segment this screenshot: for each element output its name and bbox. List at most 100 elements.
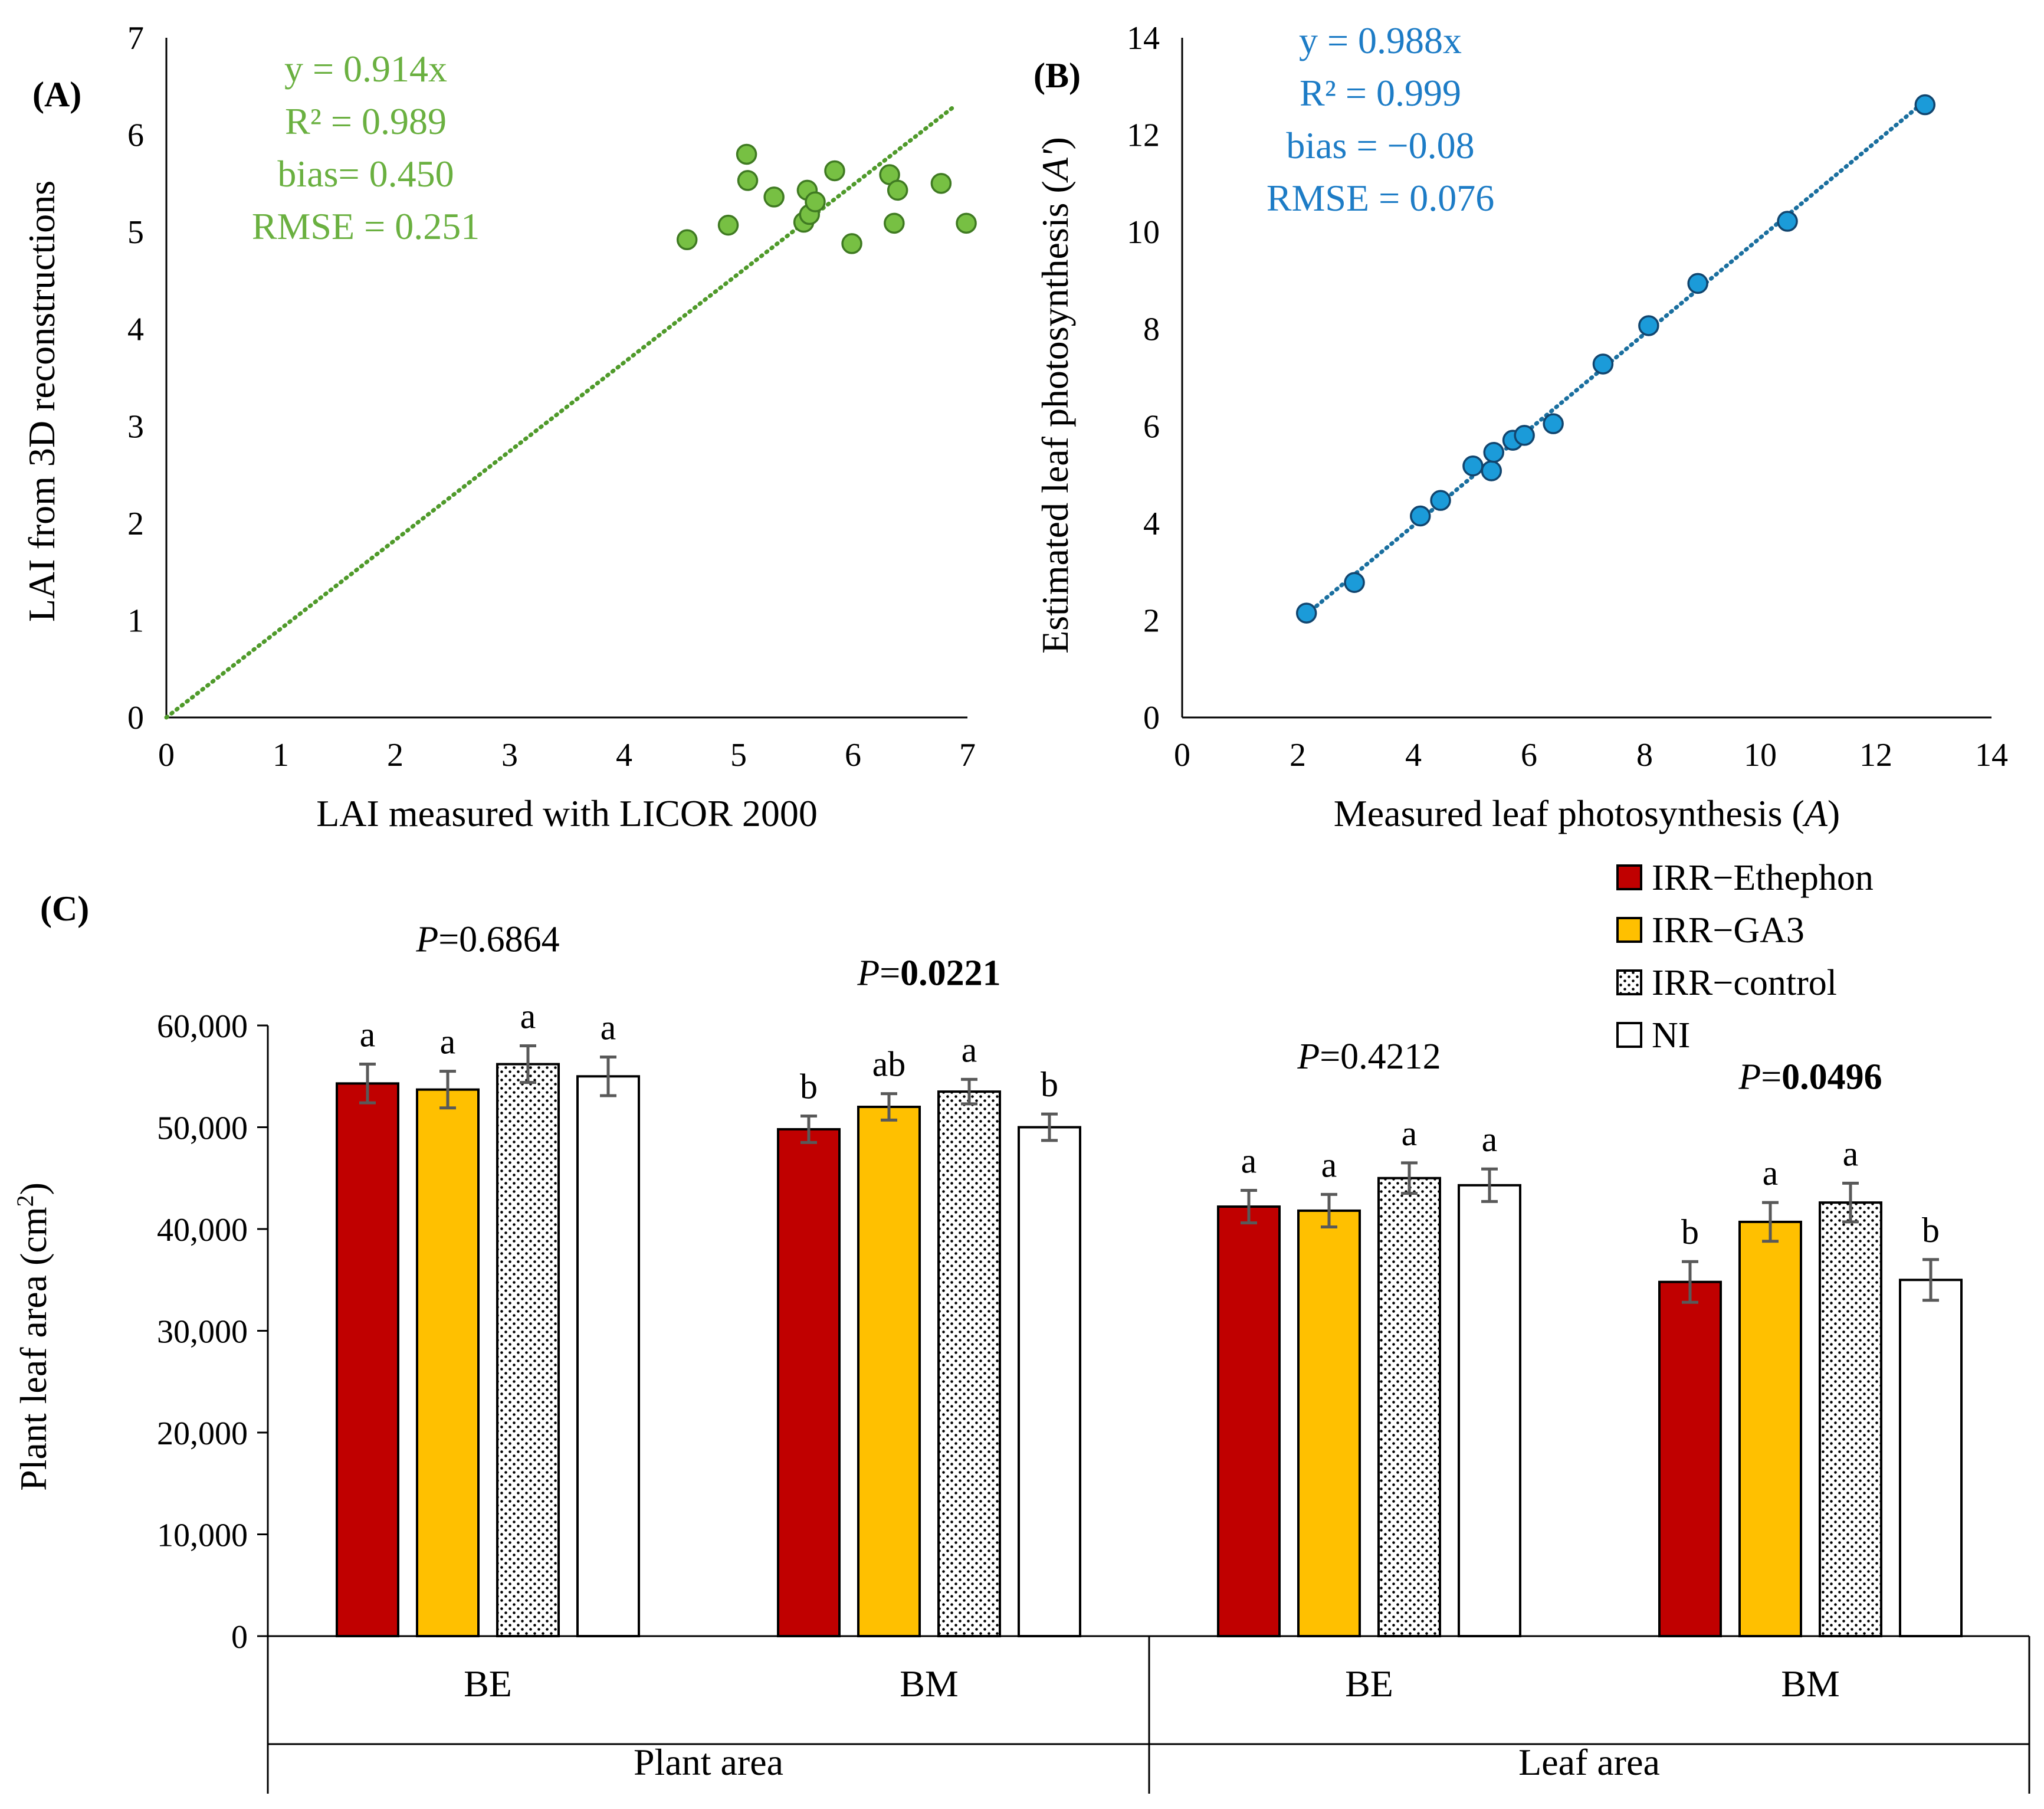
legend-swatch bbox=[1616, 969, 1642, 995]
data-point bbox=[930, 173, 952, 194]
bar bbox=[576, 1075, 640, 1637]
regression-annotation: bias= 0.450 bbox=[277, 153, 454, 195]
legend: IRR−Ethephon IRR−GA3 IRR−control NI bbox=[1616, 858, 1874, 1056]
data-point bbox=[1295, 602, 1317, 624]
bar bbox=[1899, 1279, 1963, 1637]
significance-letter: a bbox=[1482, 1120, 1498, 1159]
y-tick-label: 5 bbox=[127, 214, 144, 251]
y-tick-label: 4 bbox=[1143, 506, 1160, 542]
y-tick-label: 12 bbox=[1127, 117, 1160, 154]
p-value-label: P=0.6864 bbox=[415, 920, 559, 960]
data-point bbox=[1687, 273, 1708, 294]
y-axis-title: Estimated leaf photosynthesis (A') bbox=[1034, 137, 1076, 654]
bar bbox=[1658, 1280, 1722, 1637]
y-tick-label: 60,000 bbox=[157, 1008, 248, 1045]
trendline bbox=[164, 103, 959, 720]
x-tick-label: 5 bbox=[730, 737, 747, 774]
y-tick-label: 0 bbox=[231, 1619, 248, 1656]
significance-letter: b bbox=[1922, 1211, 1940, 1250]
x-tick-label: 1 bbox=[273, 737, 289, 774]
data-point bbox=[1914, 94, 1936, 116]
bar bbox=[1738, 1220, 1802, 1638]
data-point bbox=[1514, 425, 1535, 446]
panel-label: (B) bbox=[1034, 56, 1081, 95]
bar bbox=[1217, 1205, 1281, 1638]
regression-annotation: R² = 0.999 bbox=[1300, 72, 1461, 114]
x-axis-title: Measured leaf photosynthesis (A) bbox=[1334, 792, 1840, 834]
regression-annotation: RMSE = 0.076 bbox=[1267, 177, 1494, 219]
x-tick-label: 0 bbox=[158, 737, 175, 774]
panel-c-bar-chart: 0 10,000 20,000 30,000 40,000 50,000 60,000 Pla… bbox=[12, 858, 2030, 1794]
trendline bbox=[1304, 99, 1927, 617]
regression-annotation: RMSE = 0.251 bbox=[252, 205, 480, 247]
x-tick-label: 2 bbox=[1290, 737, 1306, 774]
bar bbox=[777, 1128, 841, 1637]
x-tick-label: 10 bbox=[1744, 737, 1777, 774]
y-tick-label: 0 bbox=[1143, 700, 1160, 736]
data-point bbox=[841, 233, 862, 254]
y-tick-label: 10 bbox=[1127, 214, 1160, 251]
y-tick-label: 2 bbox=[1143, 602, 1160, 639]
significance-letter: a bbox=[520, 997, 536, 1036]
data-point bbox=[1430, 490, 1451, 511]
bar bbox=[937, 1090, 1001, 1637]
data-point bbox=[736, 143, 757, 165]
legend-label: IRR−GA3 bbox=[1652, 910, 1805, 951]
x-tick-label: 4 bbox=[616, 737, 632, 774]
y-tick-label: 2 bbox=[127, 506, 144, 542]
data-point bbox=[1410, 505, 1431, 527]
data-point bbox=[1344, 572, 1365, 593]
data-point bbox=[1592, 353, 1614, 375]
significance-letter: b bbox=[1041, 1065, 1058, 1104]
y-tick-label: 3 bbox=[127, 408, 144, 445]
significance-letter: a bbox=[1241, 1141, 1257, 1180]
category-label: BM bbox=[900, 1663, 959, 1705]
p-value-label: P=0.0496 bbox=[1738, 1057, 1882, 1097]
x-tick-label: 7 bbox=[959, 737, 976, 774]
data-point bbox=[956, 212, 977, 234]
x-axis-title: LAI measured with LICOR 2000 bbox=[316, 792, 818, 834]
y-tick-label: 0 bbox=[127, 700, 144, 736]
x-tick-label: 0 bbox=[1174, 737, 1190, 774]
bar bbox=[1819, 1201, 1882, 1637]
bar bbox=[857, 1106, 921, 1637]
regression-annotation: bias = −0.08 bbox=[1286, 124, 1474, 166]
p-value-label: P=0.4212 bbox=[1297, 1037, 1441, 1077]
significance-letter: a bbox=[1321, 1145, 1337, 1184]
y-tick-label: 10,000 bbox=[157, 1518, 248, 1554]
y-tick-label: 4 bbox=[127, 312, 144, 348]
bar bbox=[416, 1088, 480, 1638]
significance-letter: a bbox=[962, 1030, 977, 1069]
legend-swatch bbox=[1616, 917, 1642, 943]
panel-b-scatter: 0 2 4 6 8 10 12 14 0 2 4 6 8 10 12 14 Measured leaf phot… bbox=[1034, 19, 2008, 834]
data-point bbox=[887, 179, 908, 201]
data-point bbox=[676, 229, 698, 251]
data-point bbox=[1777, 211, 1798, 232]
data-point bbox=[717, 214, 739, 236]
significance-letter: a bbox=[1843, 1134, 1859, 1173]
data-point bbox=[1481, 460, 1502, 481]
data-point bbox=[1638, 315, 1659, 336]
data-point bbox=[884, 212, 905, 234]
legend-swatch bbox=[1616, 1022, 1642, 1048]
x-tick-label: 8 bbox=[1636, 737, 1653, 774]
y-tick-label: 6 bbox=[127, 117, 144, 154]
panel-a-scatter: 0 1 2 3 4 5 6 7 0 1 2 3 4 5 6 7 LAI measured with LICOR … bbox=[21, 20, 977, 834]
bar bbox=[1377, 1176, 1441, 1637]
y-tick-label: 6 bbox=[1143, 408, 1160, 445]
y-tick-label: 50,000 bbox=[157, 1110, 248, 1147]
significance-letter: a bbox=[601, 1008, 616, 1047]
bar bbox=[336, 1082, 399, 1637]
supergroup-label: Leaf area bbox=[1518, 1741, 1660, 1783]
x-tick-label: 12 bbox=[1859, 737, 1892, 774]
y-tick-label: 7 bbox=[127, 20, 144, 57]
y-tick-label: 14 bbox=[1127, 20, 1160, 57]
regression-annotation: y = 0.988x bbox=[1299, 19, 1462, 61]
x-tick-label: 3 bbox=[501, 737, 518, 774]
category-label: BM bbox=[1781, 1663, 1840, 1705]
data-point bbox=[763, 186, 785, 208]
y-axis-title: Plant leaf area (cm2) bbox=[12, 1182, 55, 1491]
significance-letter: a bbox=[1763, 1153, 1779, 1192]
y-axis-title: LAI from 3D reconstructions bbox=[21, 181, 63, 622]
